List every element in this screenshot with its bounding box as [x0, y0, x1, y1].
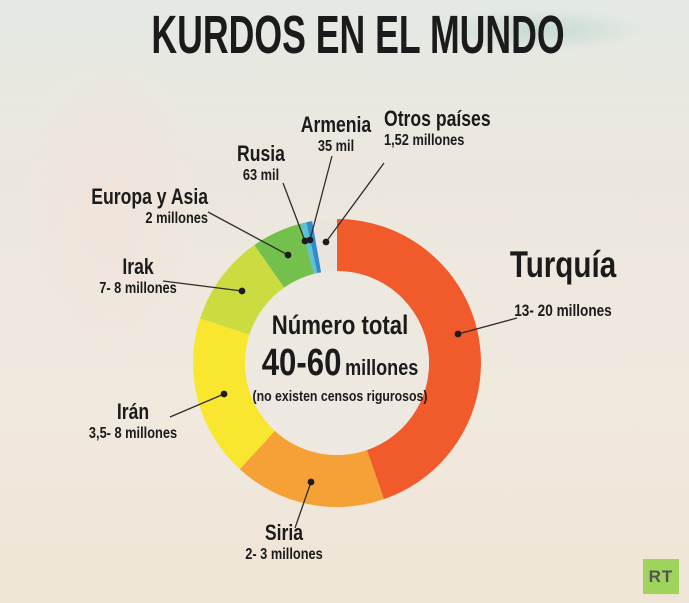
label-rusia-value: 63 mil: [242, 166, 280, 184]
callout-line-europa-y-asia: [207, 211, 289, 256]
callout-line-iran: [169, 393, 225, 418]
label-rusia: Rusia 63 mil: [151, 141, 371, 185]
callout-dot-iran: [220, 390, 228, 398]
callout-line-rusia: [282, 182, 306, 242]
center-label-value: 40-60: [261, 341, 342, 384]
callout-dot-irak: [238, 287, 246, 295]
callout-line-irak: [162, 280, 243, 292]
callout-dot-europa-y-asia: [284, 251, 292, 259]
label-armenia-name: Armenia: [300, 112, 372, 137]
label-otros-paises-name: Otros países: [384, 106, 491, 131]
label-irak-value: 7- 8 millones: [99, 279, 177, 297]
label-siria-value: 2- 3 millones: [245, 545, 323, 563]
rt-logo: RT: [643, 559, 679, 594]
callout-dot-armenia: [306, 236, 314, 244]
callout-lines: [162, 155, 518, 529]
center-label-total: 40-60 millones: [233, 342, 446, 385]
label-europa-y-asia: Europa y Asia 2 millones: [0, 184, 208, 228]
donut-segment-armenia: [306, 221, 322, 274]
label-turquia-value: 13- 20 millones: [514, 301, 612, 321]
label-siria: Siria 2- 3 millones: [174, 520, 394, 564]
label-otros-paises-value: 1,52 millones: [384, 131, 465, 149]
center-label-note: (no existen censos rigurosos): [252, 387, 428, 405]
donut-segment-ir-n: [193, 318, 275, 470]
callout-line-armenia: [309, 155, 333, 241]
label-armenia-value: 35 mil: [317, 137, 355, 155]
label-europa-y-asia-value: 2 millones: [145, 209, 208, 227]
donut-segment-turqu-a: [337, 219, 481, 500]
callout-dot-siria: [307, 478, 315, 486]
donut-segment-siria: [239, 430, 384, 507]
page-title: KURDOS EN EL MUNDO: [151, 5, 565, 65]
label-turquia: Turquía 13- 20 millones: [443, 244, 683, 321]
donut-center-label: Número total 40-60 millones (no existen …: [233, 310, 446, 405]
callout-dot-turquia: [454, 330, 462, 338]
center-label-line1: Número total: [271, 310, 409, 341]
donut-segment-otros-pa-ses: [312, 219, 337, 273]
label-irak-name: Irak: [122, 254, 154, 279]
label-turquia-name: Turquía: [509, 244, 617, 285]
label-armenia: Armenia 35 mil: [226, 112, 446, 156]
label-rusia-name: Rusia: [237, 141, 285, 166]
label-irak: Irak 7- 8 millones: [28, 254, 248, 298]
donut-segment-rusia: [300, 222, 318, 274]
label-europa-y-asia-name: Europa y Asia: [91, 184, 208, 209]
donut-segments: [193, 219, 481, 507]
center-label-unit: millones: [345, 354, 419, 380]
donut-hole: [245, 271, 429, 455]
callout-line-otros-paises: [325, 162, 385, 243]
callout-dots: [220, 236, 462, 486]
callout-dot-otros-paises: [322, 238, 330, 246]
label-iran-value: 3,5- 8 millones: [88, 424, 178, 442]
label-iran-name: Irán: [116, 399, 150, 424]
donut-segment-europa-y-asia: [254, 223, 314, 288]
callout-line-turquia: [457, 317, 518, 335]
label-iran: Irán 3,5- 8 millones: [23, 399, 243, 443]
label-siria-name: Siria: [264, 520, 304, 545]
callout-line-siria: [294, 481, 312, 529]
label-otros-paises: Otros países 1,52 millones: [384, 106, 624, 150]
